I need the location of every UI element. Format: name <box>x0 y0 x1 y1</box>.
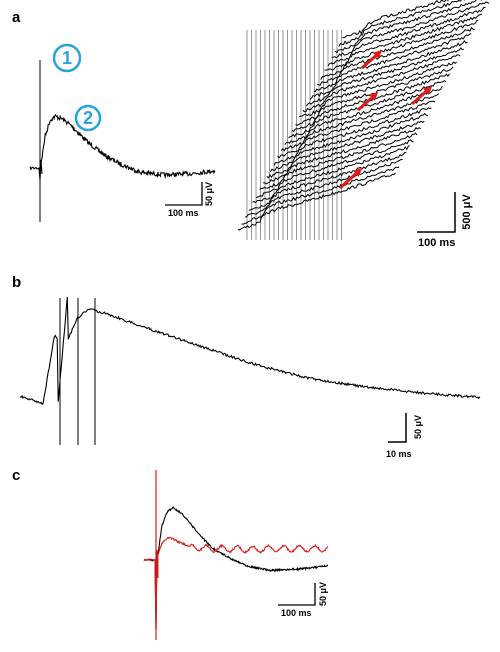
panel-b-trace <box>19 296 481 406</box>
waterfall-trace <box>255 139 414 199</box>
panel-b-scale-time: 10 ms <box>386 449 412 459</box>
panel-b-scale-lines <box>388 413 407 443</box>
waterfall-trace <box>259 132 418 190</box>
panel-c-scale-voltage: 50 μV <box>318 582 328 606</box>
panel-c-scale-lines <box>278 583 316 606</box>
red-arrow <box>357 92 379 112</box>
callout-1: 1 <box>52 43 82 73</box>
callout-number-2: 2 <box>83 108 93 128</box>
panel-c-red-trace <box>143 536 329 631</box>
red-arrow <box>411 86 433 106</box>
waterfall-trace <box>263 126 421 185</box>
panel-b-scale-voltage: 50 μV <box>413 415 423 439</box>
waterfall-trace <box>342 0 449 39</box>
panel-label-c: c <box>12 467 20 484</box>
panel-a-left-scale-voltage: 50 μV <box>204 182 214 206</box>
waterfall-trace <box>309 40 468 100</box>
waterfall-trace <box>299 61 458 118</box>
panel-b-scale-bar: 10 ms 50 μV <box>386 413 423 459</box>
callout-circle-2 <box>74 104 102 132</box>
waterfall-trace <box>302 54 461 113</box>
red-arrow-head <box>373 50 383 59</box>
waterfall-trace <box>338 0 466 47</box>
waterfall-trace <box>288 80 447 139</box>
panel-b-stimulus-lines <box>59 298 96 445</box>
red-arrow-head <box>423 86 433 95</box>
waterfall-trace <box>269 112 429 173</box>
panel-label-a: a <box>12 9 21 26</box>
waterfall-trace <box>266 120 425 179</box>
panel-c-scale-time: 100 ms <box>281 608 312 618</box>
waterfall-trace <box>241 166 400 225</box>
waterfall-trace <box>334 0 483 54</box>
waterfall-trace <box>248 151 407 211</box>
callout-number-1: 1 <box>62 48 72 68</box>
panel-a-right-scale-time: 100 ms <box>418 237 455 249</box>
red-arrow <box>338 167 363 190</box>
waterfall-trace <box>237 172 396 231</box>
waterfall-trace <box>291 73 450 133</box>
waterfall-trace <box>252 145 411 204</box>
red-arrow-head <box>353 167 363 177</box>
panel-a-left-scale-bar: 100 ms 50 μV <box>165 182 214 218</box>
panel-a-right-scale-lines <box>417 192 456 233</box>
panel-a-right-waterfall <box>237 0 490 231</box>
callout-circle-1 <box>52 43 82 73</box>
waterfall-trace <box>277 100 436 159</box>
panel-a-left-scale-lines <box>165 182 203 206</box>
red-arrow-head <box>369 92 379 101</box>
panel-a-left-scale-time: 100 ms <box>168 208 199 218</box>
waterfall-trace <box>320 19 479 80</box>
callout-2: 2 <box>74 104 102 132</box>
waterfall-trace <box>273 107 432 166</box>
panel-a-right-arrows <box>338 50 433 190</box>
panel-a-right-scale-bar: 100 ms 500 μV <box>417 192 473 249</box>
waterfall-trace <box>244 158 403 218</box>
waterfall-trace <box>284 85 443 146</box>
waterfall-trace <box>324 13 483 71</box>
panel-label-b: b <box>12 274 21 291</box>
panel-c-black-trace <box>143 506 328 631</box>
panel-a-left-trace <box>29 113 216 181</box>
waterfall-trace <box>305 47 464 107</box>
panel-c-scale-bar: 100 ms 50 μV <box>278 582 328 618</box>
waterfall-trace <box>331 1 490 59</box>
red-arrow <box>361 50 383 70</box>
waterfall-trace <box>313 33 472 93</box>
waterfall-trace <box>327 6 486 67</box>
panel-a-right-scale-voltage: 500 μV <box>461 194 473 230</box>
panel-a-right-stimulus-lines <box>246 30 342 240</box>
